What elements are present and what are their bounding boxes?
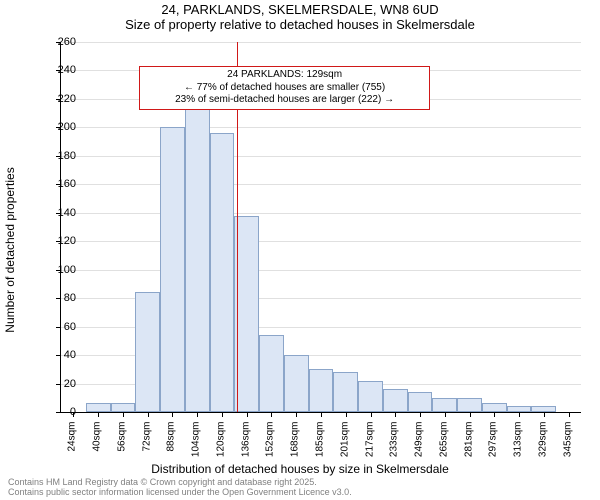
y-tick-label: 100 xyxy=(46,264,76,276)
histogram-bar xyxy=(383,389,408,412)
x-tick-mark xyxy=(569,412,570,417)
histogram-bar xyxy=(358,381,383,412)
x-tick-label: 249sqm xyxy=(414,422,425,462)
y-tick-label: 240 xyxy=(46,64,76,76)
x-tick-mark xyxy=(395,412,396,417)
x-tick-mark xyxy=(470,412,471,417)
gridline xyxy=(61,127,581,128)
x-tick-mark xyxy=(519,412,520,417)
histogram-bar xyxy=(309,369,334,412)
x-tick-mark xyxy=(296,412,297,417)
x-tick-label: 24sqm xyxy=(67,422,78,462)
y-tick-label: 60 xyxy=(46,321,76,333)
x-tick-mark xyxy=(494,412,495,417)
x-tick-mark xyxy=(271,412,272,417)
x-tick-mark xyxy=(172,412,173,417)
histogram-bar xyxy=(408,392,433,412)
histogram-bar xyxy=(210,133,235,412)
x-tick-label: 313sqm xyxy=(513,422,524,462)
x-tick-label: 329sqm xyxy=(537,422,548,462)
y-tick-label: 120 xyxy=(46,235,76,247)
gridline xyxy=(61,241,581,242)
y-tick-label: 220 xyxy=(46,93,76,105)
x-tick-label: 168sqm xyxy=(290,422,301,462)
annotation-line-text: 24 PARKLANDS: 129sqm xyxy=(144,69,425,82)
histogram-bar xyxy=(86,403,111,412)
histogram-bar xyxy=(160,127,185,412)
x-tick-label: 40sqm xyxy=(92,422,103,462)
x-tick-mark xyxy=(346,412,347,417)
histogram-bar xyxy=(259,335,284,412)
histogram-bar xyxy=(482,403,507,412)
title-line-1: 24, PARKLANDS, SKELMERSDALE, WN8 6UD xyxy=(0,2,600,17)
annotation-line-text: 23% of semi-detached houses are larger (… xyxy=(144,94,425,107)
gridline xyxy=(61,156,581,157)
x-tick-mark xyxy=(544,412,545,417)
y-tick-label: 200 xyxy=(46,121,76,133)
x-tick-mark xyxy=(371,412,372,417)
x-tick-label: 104sqm xyxy=(191,422,202,462)
x-tick-mark xyxy=(321,412,322,417)
gridline xyxy=(61,42,581,43)
gridline xyxy=(61,184,581,185)
x-tick-label: 185sqm xyxy=(315,422,326,462)
footer-attribution: Contains HM Land Registry data © Crown c… xyxy=(8,478,352,498)
x-tick-mark xyxy=(123,412,124,417)
x-tick-label: 56sqm xyxy=(116,422,127,462)
x-tick-label: 217sqm xyxy=(364,422,375,462)
x-tick-label: 265sqm xyxy=(438,422,449,462)
y-tick-label: 140 xyxy=(46,207,76,219)
x-tick-label: 72sqm xyxy=(141,422,152,462)
footer-line-2: Contains public sector information licen… xyxy=(8,488,352,498)
plot-area: 24 PARKLANDS: 129sqm← 77% of detached ho… xyxy=(60,42,581,413)
x-tick-mark xyxy=(420,412,421,417)
x-axis-label: Distribution of detached houses by size … xyxy=(0,462,600,476)
histogram-bar xyxy=(234,216,259,412)
x-tick-mark xyxy=(197,412,198,417)
x-tick-label: 297sqm xyxy=(488,422,499,462)
x-tick-label: 201sqm xyxy=(339,422,350,462)
x-tick-label: 120sqm xyxy=(215,422,226,462)
chart-title: 24, PARKLANDS, SKELMERSDALE, WN8 6UD Siz… xyxy=(0,2,600,32)
y-tick-label: 0 xyxy=(46,406,76,418)
gridline xyxy=(61,213,581,214)
histogram-bar xyxy=(432,398,457,412)
histogram-bar xyxy=(284,355,309,412)
y-axis-label: Number of detached properties xyxy=(3,167,17,332)
title-line-2: Size of property relative to detached ho… xyxy=(0,17,600,32)
x-tick-label: 152sqm xyxy=(265,422,276,462)
y-tick-label: 80 xyxy=(46,292,76,304)
y-tick-label: 20 xyxy=(46,378,76,390)
x-tick-label: 345sqm xyxy=(562,422,573,462)
chart-container: 24, PARKLANDS, SKELMERSDALE, WN8 6UD Siz… xyxy=(0,0,600,500)
x-tick-label: 136sqm xyxy=(240,422,251,462)
x-tick-label: 281sqm xyxy=(463,422,474,462)
histogram-bar xyxy=(111,403,136,412)
annotation-box: 24 PARKLANDS: 129sqm← 77% of detached ho… xyxy=(139,66,430,110)
x-tick-mark xyxy=(222,412,223,417)
x-tick-mark xyxy=(247,412,248,417)
x-tick-mark xyxy=(98,412,99,417)
histogram-bar xyxy=(135,292,160,412)
annotation-line-text: ← 77% of detached houses are smaller (75… xyxy=(144,82,425,95)
histogram-bar xyxy=(333,372,358,412)
histogram-bar xyxy=(185,105,210,412)
y-tick-label: 180 xyxy=(46,150,76,162)
y-tick-label: 260 xyxy=(46,36,76,48)
y-tick-label: 40 xyxy=(46,349,76,361)
histogram-bar xyxy=(457,398,482,412)
gridline xyxy=(61,270,581,271)
y-tick-label: 160 xyxy=(46,178,76,190)
x-tick-label: 233sqm xyxy=(389,422,400,462)
x-tick-mark xyxy=(148,412,149,417)
x-tick-mark xyxy=(445,412,446,417)
x-tick-label: 88sqm xyxy=(166,422,177,462)
